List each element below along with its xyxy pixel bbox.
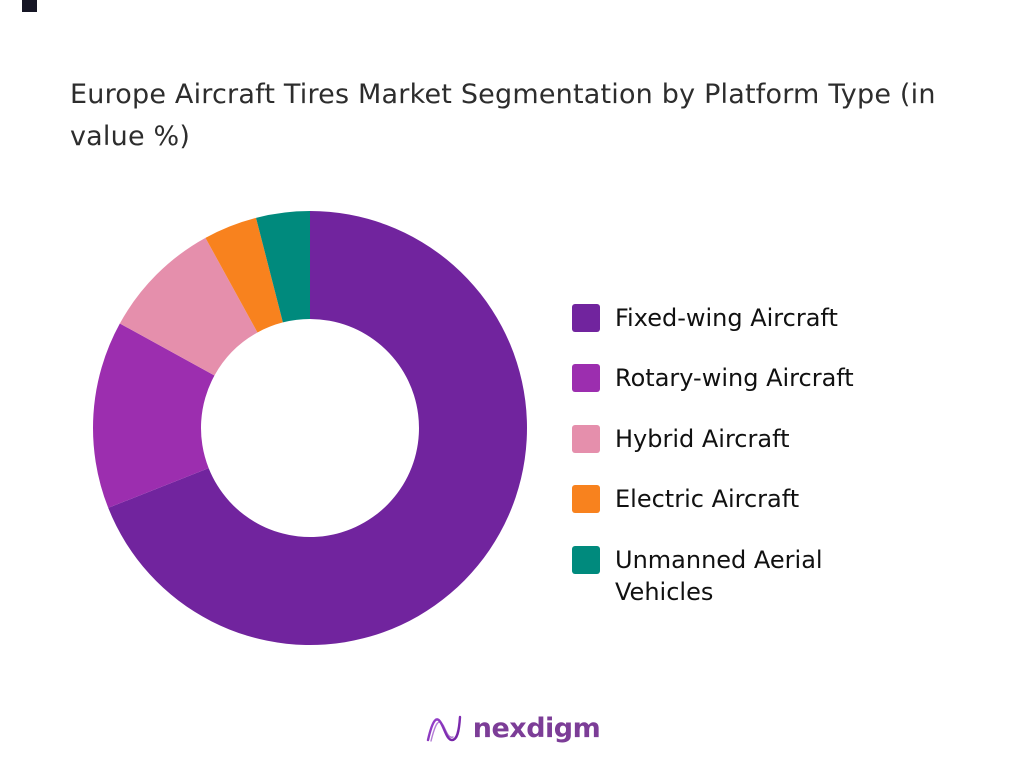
donut-segment-2 [119, 237, 258, 376]
donut-segment-0 [108, 211, 528, 645]
legend-label: Fixed-wing Aircraft [615, 304, 838, 332]
legend-label: Rotary-wing Aircraft [615, 364, 854, 393]
legend-item: Fixed-wing Aircraft [572, 302, 915, 334]
legend-item: Unmanned Aerial Vehicles [572, 544, 915, 609]
legend-item: Rotary-wing Aircraft [572, 362, 915, 394]
legend: Fixed-wing Aircraft Rotary-wing Aircraft H… [572, 302, 915, 608]
legend-swatch [572, 304, 600, 332]
legend-swatch [572, 424, 600, 453]
donut-segment-1 [93, 323, 215, 508]
brand-footer: nexdigm [0, 712, 1024, 744]
legend-item: Electric Aircraft [572, 483, 915, 515]
legend-label: Unmanned Aerial Vehicles [615, 545, 823, 606]
corner-mark [22, 0, 37, 12]
donut-segment-4 [256, 211, 310, 323]
donut-segment-3 [205, 217, 283, 333]
legend-item: Hybrid Aircraft [572, 423, 915, 455]
legend-label: Electric Aircraft [615, 485, 800, 514]
legend-label: Hybrid Aircraft [615, 424, 790, 453]
donut-svg [93, 211, 528, 645]
nexdigm-logo-icon [426, 715, 461, 742]
chart-title: Europe Aircraft Tires Market Segmentatio… [70, 79, 936, 152]
legend-swatch [572, 485, 600, 514]
legend-swatch [572, 545, 600, 574]
donut-chart [92, 210, 528, 646]
legend-swatch [572, 364, 600, 393]
brand-name: nexdigm [472, 712, 601, 744]
